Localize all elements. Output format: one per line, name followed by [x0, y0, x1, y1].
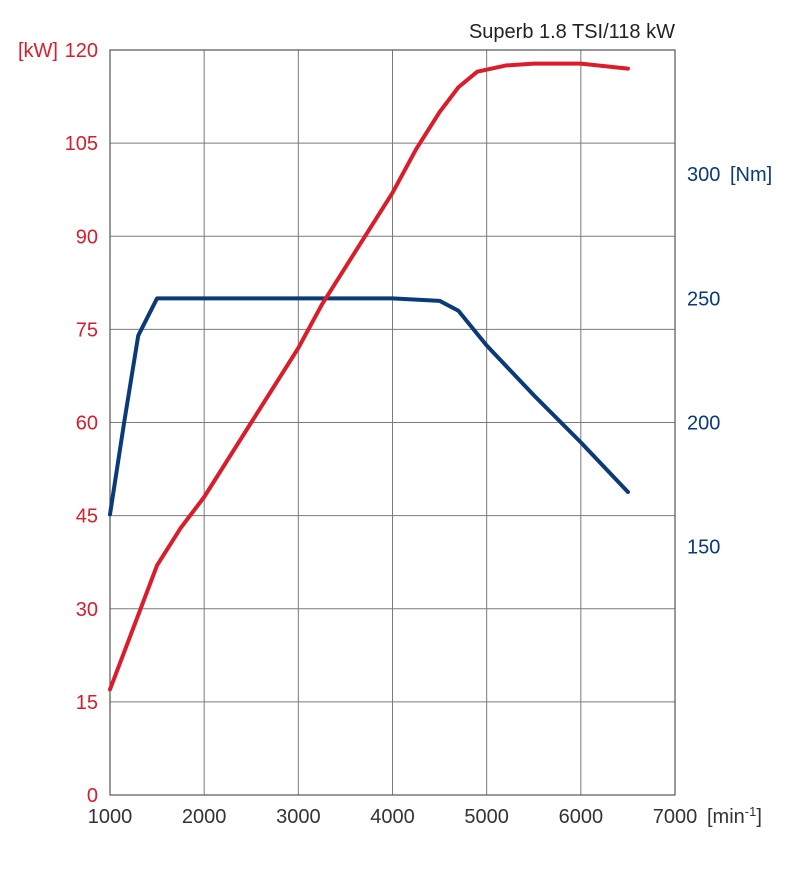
y-left-tick-label: 15: [76, 692, 98, 714]
y-left-tick-label: 90: [76, 226, 98, 248]
chart-title: Superb 1.8 TSI/118 kW: [469, 21, 675, 43]
chart-svg: Superb 1.8 TSI/118 kW 0 15 30 45 60 75 90 105 120…: [0, 0, 788, 881]
y-left-tick-label: 60: [76, 413, 98, 435]
x-tick-label: 4000: [370, 806, 415, 828]
y-left-tick-label: 0: [87, 785, 98, 807]
y-left-tick-label: 105: [65, 133, 98, 155]
y-left-tick-label: 30: [76, 599, 98, 621]
y-left-tick-label: 45: [76, 506, 98, 528]
y-right-tick-label: 300: [687, 164, 720, 186]
y-left-unit-label: [kW]: [18, 40, 58, 62]
y-left-tick-label: 120: [65, 40, 98, 62]
y-right-tick-label: 150: [687, 537, 720, 559]
x-tick-label: 7000: [653, 806, 698, 828]
y-right-unit-label: [Nm]: [730, 164, 772, 186]
x-tick-label: 2000: [182, 806, 227, 828]
x-tick-label: 3000: [276, 806, 321, 828]
engine-curve-chart: Superb 1.8 TSI/118 kW 0 15 30 45 60 75 90 105 120…: [0, 0, 788, 881]
x-tick-label: 6000: [559, 806, 604, 828]
x-tick-label: 1000: [88, 806, 133, 828]
y-left-tick-label: 75: [76, 319, 98, 341]
x-tick-label: 5000: [464, 806, 509, 828]
y-right-tick-label: 200: [687, 413, 720, 435]
y-right-tick-label: 250: [687, 288, 720, 310]
